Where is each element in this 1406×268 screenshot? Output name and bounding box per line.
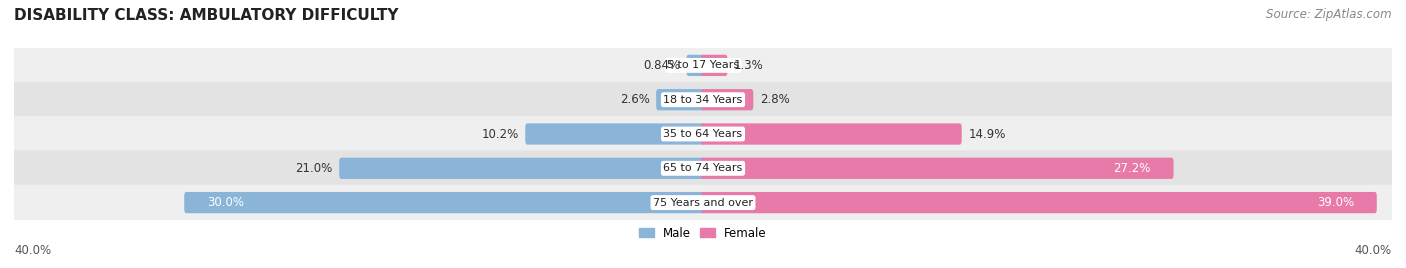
Text: Source: ZipAtlas.com: Source: ZipAtlas.com: [1267, 8, 1392, 21]
FancyBboxPatch shape: [339, 158, 704, 179]
FancyBboxPatch shape: [14, 82, 1392, 118]
FancyBboxPatch shape: [14, 47, 1392, 83]
FancyBboxPatch shape: [702, 89, 754, 110]
Text: 40.0%: 40.0%: [1355, 244, 1392, 257]
Text: 5 to 17 Years: 5 to 17 Years: [666, 60, 740, 70]
Text: 40.0%: 40.0%: [14, 244, 51, 257]
FancyBboxPatch shape: [526, 123, 704, 145]
Text: 30.0%: 30.0%: [207, 196, 245, 209]
Text: 14.9%: 14.9%: [969, 128, 1005, 140]
Text: 27.2%: 27.2%: [1114, 162, 1152, 175]
FancyBboxPatch shape: [686, 55, 704, 76]
Legend: Male, Female: Male, Female: [634, 222, 772, 245]
FancyBboxPatch shape: [702, 192, 1376, 213]
Text: 1.3%: 1.3%: [734, 59, 763, 72]
Text: 2.6%: 2.6%: [620, 93, 650, 106]
FancyBboxPatch shape: [702, 55, 727, 76]
FancyBboxPatch shape: [657, 89, 704, 110]
FancyBboxPatch shape: [14, 150, 1392, 186]
Text: 75 Years and over: 75 Years and over: [652, 198, 754, 208]
Text: 10.2%: 10.2%: [481, 128, 519, 140]
Text: 39.0%: 39.0%: [1317, 196, 1354, 209]
FancyBboxPatch shape: [184, 192, 704, 213]
Text: 21.0%: 21.0%: [295, 162, 333, 175]
FancyBboxPatch shape: [702, 123, 962, 145]
Text: DISABILITY CLASS: AMBULATORY DIFFICULTY: DISABILITY CLASS: AMBULATORY DIFFICULTY: [14, 8, 398, 23]
Text: 18 to 34 Years: 18 to 34 Years: [664, 95, 742, 105]
Text: 65 to 74 Years: 65 to 74 Years: [664, 163, 742, 173]
Text: 35 to 64 Years: 35 to 64 Years: [664, 129, 742, 139]
FancyBboxPatch shape: [702, 158, 1174, 179]
Text: 0.84%: 0.84%: [643, 59, 681, 72]
FancyBboxPatch shape: [14, 116, 1392, 152]
FancyBboxPatch shape: [14, 185, 1392, 221]
Text: 2.8%: 2.8%: [759, 93, 790, 106]
